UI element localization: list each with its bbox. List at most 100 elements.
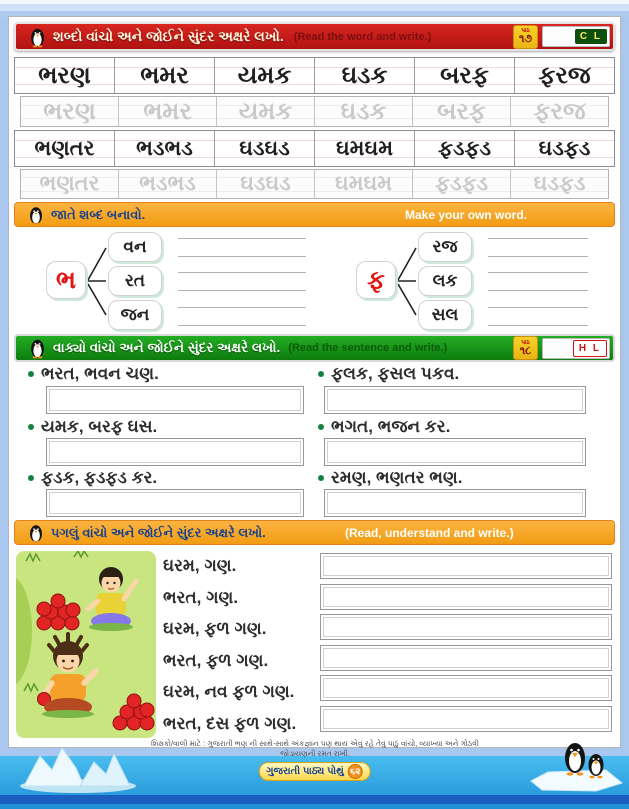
word-cell: ફડફડ bbox=[415, 131, 515, 166]
writing-line[interactable] bbox=[488, 272, 588, 273]
top-band bbox=[0, 0, 629, 4]
understand-writing-box[interactable] bbox=[320, 553, 612, 579]
header-bar: શબ્દો વાંચો અને જોઈને સુંદર અક્ષરે લખો. … bbox=[14, 22, 615, 51]
top-band bbox=[0, 11, 629, 17]
penguin-icon bbox=[31, 339, 44, 359]
top-band bbox=[0, 4, 629, 11]
sentence-instruction-english: (Read the sentence and write.) bbox=[288, 342, 448, 354]
level-badge-box: H L bbox=[542, 337, 610, 359]
penguins-graphic bbox=[530, 743, 624, 792]
lesson-label: પાઠ bbox=[521, 28, 530, 34]
sentence-item: યમક, બરફ ઘસ. bbox=[28, 417, 157, 437]
sentence-text: ભરત, ભવન ચણ. bbox=[41, 364, 159, 383]
penguin-icon bbox=[30, 206, 42, 225]
sentence-writing-box[interactable] bbox=[46, 386, 304, 414]
base-letter: ભ bbox=[46, 261, 86, 299]
understand-writing-box[interactable] bbox=[320, 645, 612, 671]
level-badge: H L bbox=[572, 339, 607, 357]
traced-word-cell[interactable]: ઘડફડ bbox=[533, 172, 586, 195]
boy-yellow bbox=[85, 567, 139, 631]
traced-word-cell[interactable]: ઘડક bbox=[315, 97, 413, 126]
suffix-option: રજ bbox=[418, 232, 472, 262]
sentence-writing-box[interactable] bbox=[324, 489, 586, 517]
make-word-group-ph: ફ રજ લક સલ bbox=[330, 230, 622, 332]
writing-line[interactable] bbox=[488, 256, 588, 257]
word-cell: ઘમઘમ bbox=[315, 131, 415, 166]
writing-line[interactable] bbox=[488, 307, 588, 308]
sentence-item: ફડક, ફડફડ કર. bbox=[28, 468, 157, 488]
sentence-text: રમણ, ભણતર ભણ. bbox=[331, 468, 463, 487]
understand-writing-box[interactable] bbox=[320, 706, 612, 732]
understand-writing-box[interactable] bbox=[320, 675, 612, 701]
sentence-writing-box[interactable] bbox=[324, 438, 586, 466]
traced-word-cell[interactable]: બરફ bbox=[413, 97, 511, 126]
bullet-icon bbox=[28, 424, 34, 430]
sentence-writing-box[interactable] bbox=[46, 438, 304, 466]
sentence-text: યમક, બરફ ઘસ. bbox=[41, 417, 158, 436]
word-cell: યમક bbox=[215, 58, 315, 93]
boys-with-apples-illustration bbox=[16, 551, 156, 738]
writing-line[interactable] bbox=[178, 290, 306, 291]
word-cell: બરફ bbox=[415, 58, 515, 93]
lesson-number: ૧૭ bbox=[518, 33, 533, 45]
sentence-item: રમણ, ભણતર ભણ. bbox=[318, 468, 462, 488]
understand-sentence: ઘરમ, ગણ. bbox=[163, 556, 237, 575]
writing-line[interactable] bbox=[488, 238, 588, 239]
word-row-1-tracing[interactable]: ભરણ ભમર યમક ઘડક બરફ ફરજ bbox=[20, 96, 609, 127]
traced-word-cell[interactable]: ભમર bbox=[119, 97, 217, 126]
traced-word-cell[interactable]: ભડભડ bbox=[119, 170, 217, 198]
writing-line[interactable] bbox=[488, 325, 588, 326]
word-cell: ભરણ bbox=[15, 58, 115, 93]
penguin-large bbox=[565, 743, 585, 776]
writing-line[interactable] bbox=[178, 325, 306, 326]
writing-line[interactable] bbox=[178, 272, 306, 273]
traced-word-cell[interactable]: ભરણ bbox=[21, 97, 119, 126]
sentence-writing-box[interactable] bbox=[324, 386, 586, 414]
understand-writing-box[interactable] bbox=[320, 584, 612, 610]
sentence-bar: વાક્યો વાંચો અને જોઈને સુંદર અક્ષરે લખો.… bbox=[14, 334, 615, 362]
understand-writing-box[interactable] bbox=[320, 614, 612, 640]
word-row-2-tracing[interactable]: ભણતર ભડભડ ઘડઘડ ઘમઘમ ફડફડ ઘડફડ bbox=[20, 169, 609, 199]
word-cell: ભણતર bbox=[15, 131, 115, 166]
penguin-icon bbox=[30, 524, 42, 543]
bullet-icon bbox=[318, 475, 324, 481]
word-cell: ફરજ bbox=[538, 61, 591, 89]
writing-line[interactable] bbox=[178, 307, 306, 308]
page-number-badge: ૬૨ bbox=[347, 764, 363, 779]
understand-bar: પગલું વાંચો અને જોઈને સુંદર અક્ષરે લખો. … bbox=[14, 520, 615, 545]
lesson-number: ૧૮ bbox=[519, 344, 532, 357]
header-instruction-english: (Read the word and write.) bbox=[293, 30, 432, 43]
penguin-small bbox=[588, 754, 604, 779]
bullet-icon bbox=[28, 371, 34, 377]
sentence-instruction-gujarati: વાક્યો વાંચો અને જોઈને સુંદર અક્ષરે લખો. bbox=[53, 340, 281, 355]
teacher-note-line2: જોડાયણની રમત રાખી. bbox=[280, 749, 350, 758]
understand-sentence: ભરત, ગણ. bbox=[163, 588, 239, 607]
writing-line[interactable] bbox=[488, 290, 588, 291]
connector-lines bbox=[87, 247, 107, 316]
bullet-icon bbox=[28, 475, 34, 481]
understand-sentence: ભરત, ફળ ગણ. bbox=[163, 651, 269, 670]
suffix-option: સલ bbox=[418, 300, 472, 330]
lesson-number-tag: પાઠ ૧૭ bbox=[513, 24, 538, 49]
understand-instruction-gujarati: પગલું વાંચો અને જોઈને સુંદર અક્ષરે લખો. bbox=[51, 524, 266, 540]
traced-word-cell[interactable]: ફડફડ bbox=[413, 170, 511, 198]
traced-word-cell[interactable]: ઘમઘમ bbox=[315, 170, 413, 198]
book-title-pill: ગુજરાતી પાઠ્ય પોથું ૬૨ bbox=[258, 762, 371, 781]
traced-word-cell[interactable]: ઘડઘડ bbox=[217, 170, 315, 198]
traced-word-cell[interactable]: યમક bbox=[217, 97, 315, 126]
traced-word-cell[interactable]: ફરજ bbox=[533, 97, 586, 125]
word-cell: ઘડઘડ bbox=[215, 131, 315, 166]
connector-lines bbox=[397, 247, 417, 316]
book-title: ગુજરાતી પાઠ્ય પોથું bbox=[266, 766, 344, 777]
word-cell: ભડભડ bbox=[115, 131, 215, 166]
ocean-deep-band bbox=[0, 795, 629, 804]
understand-sentence: ભરત, દસ ફળ ગણ. bbox=[163, 714, 297, 733]
suffix-option: જન bbox=[108, 300, 162, 330]
writing-line[interactable] bbox=[178, 238, 306, 239]
writing-line[interactable] bbox=[178, 256, 306, 257]
bullet-icon bbox=[318, 371, 324, 377]
word-cell: ઘડક bbox=[315, 58, 415, 93]
sentence-writing-box[interactable] bbox=[46, 489, 304, 517]
traced-word-cell[interactable]: ભણતર bbox=[21, 170, 119, 198]
